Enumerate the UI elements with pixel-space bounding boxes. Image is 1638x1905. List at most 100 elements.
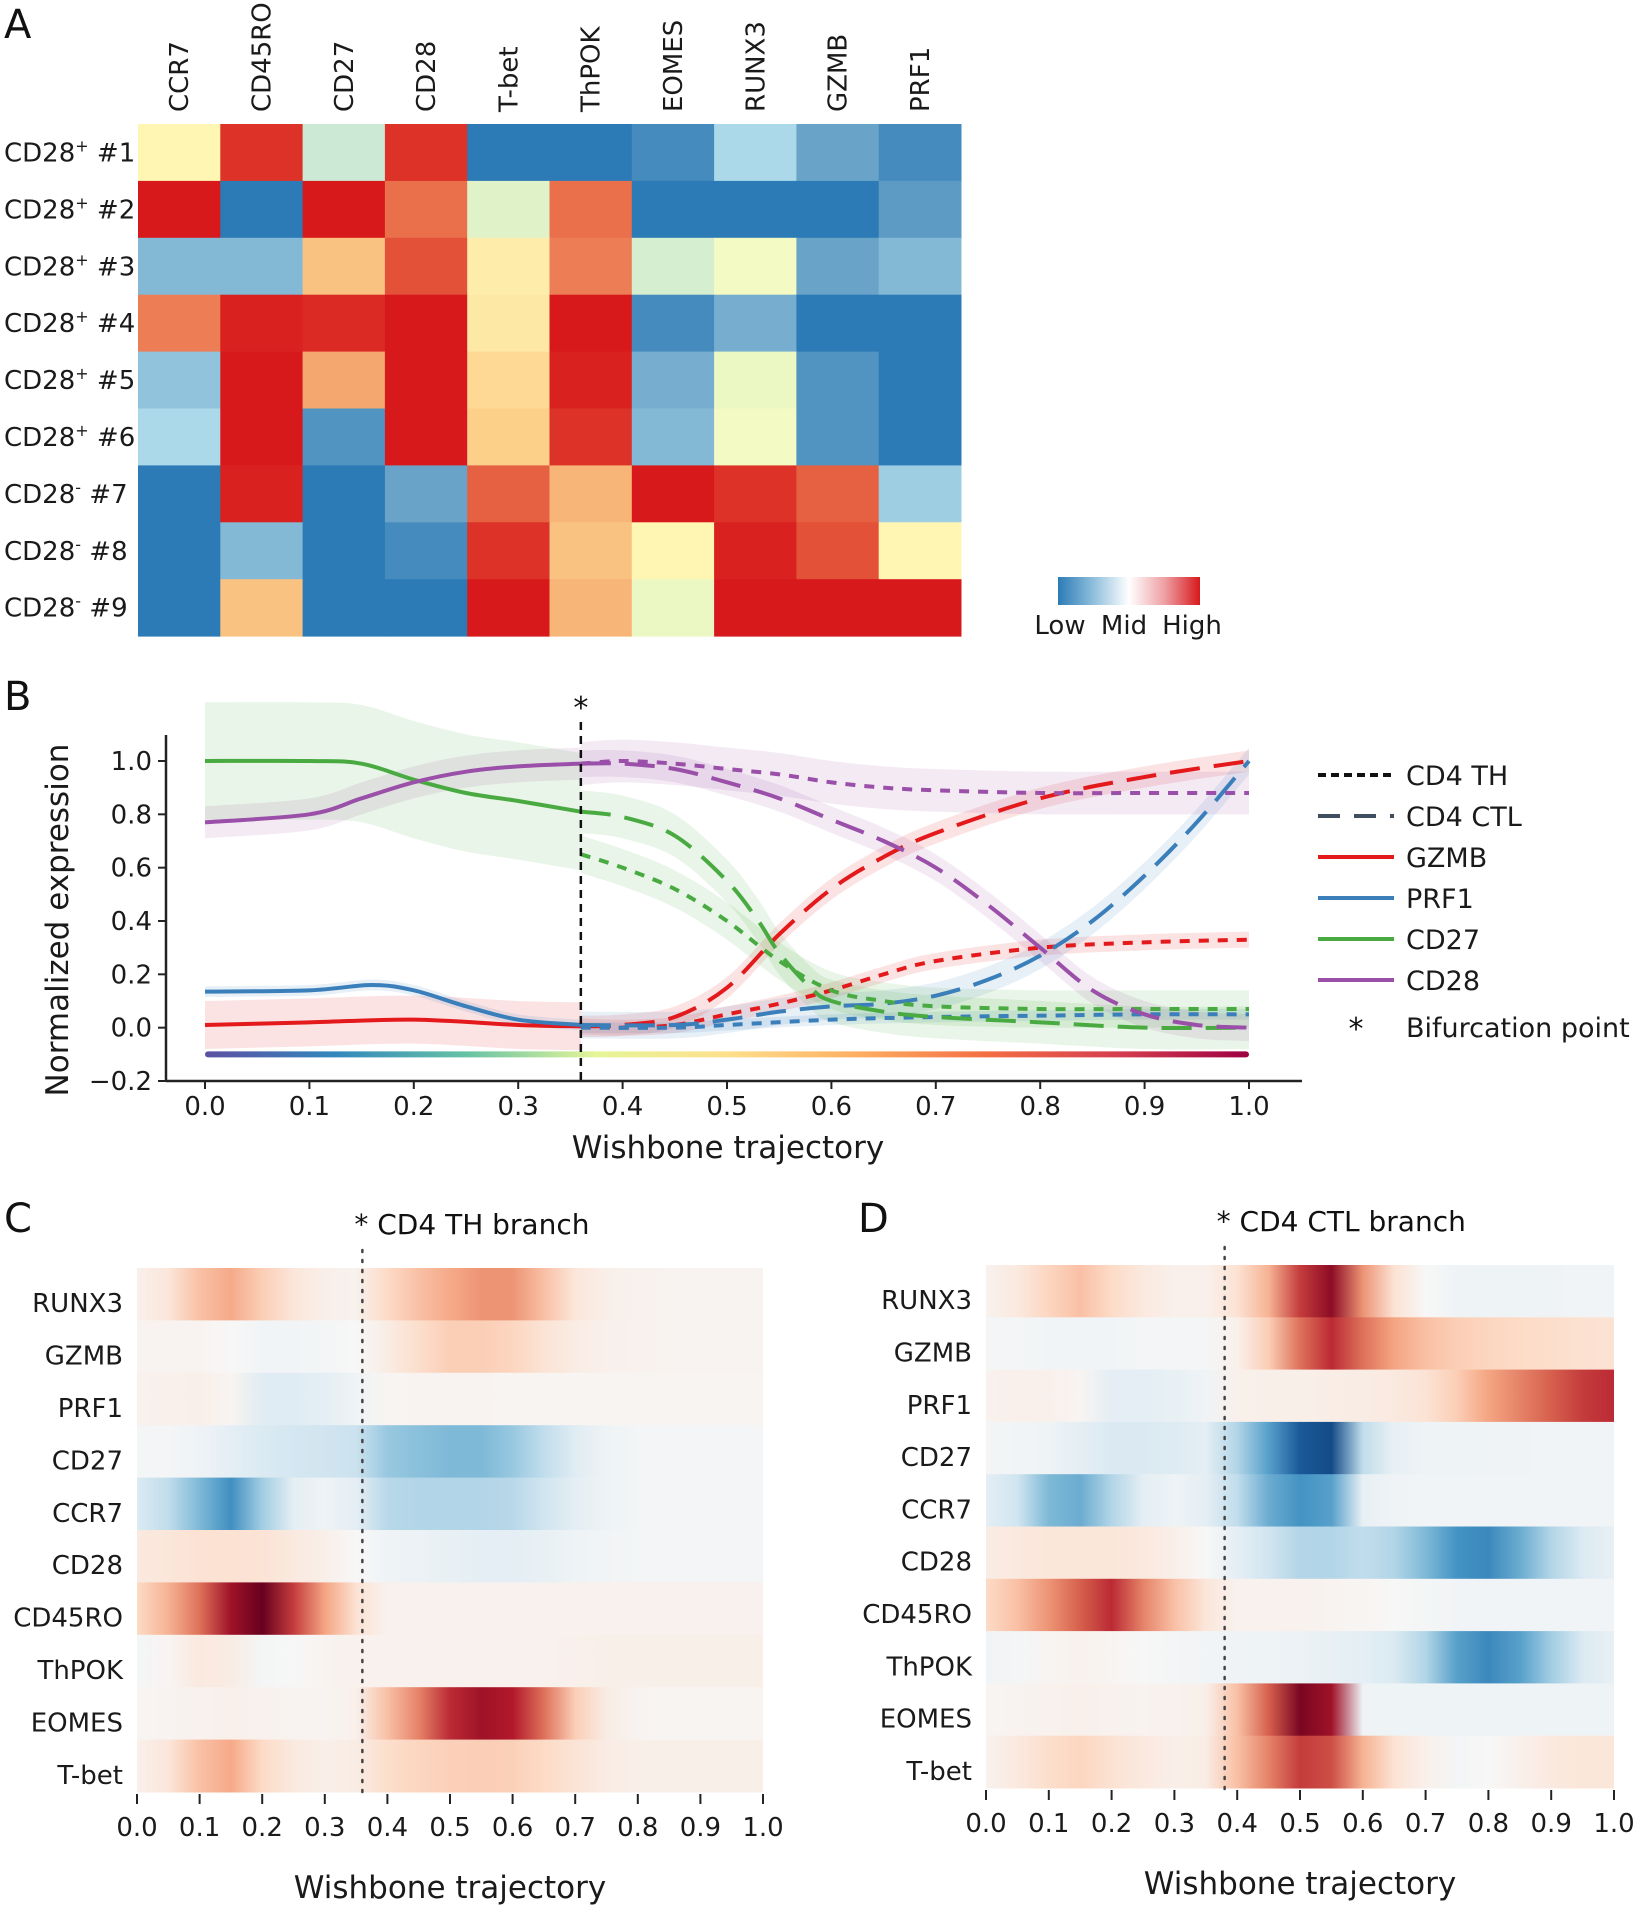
heatmap-cell bbox=[796, 180, 880, 239]
heatmap-cell bbox=[549, 351, 633, 409]
heatmap-row bbox=[986, 1421, 1614, 1475]
heatmap-cell bbox=[549, 465, 633, 523]
heatmap-cell bbox=[796, 294, 880, 353]
heatmap-cell bbox=[384, 465, 468, 523]
x-tick-label: 0.1 bbox=[179, 1813, 220, 1843]
heatmap-cell bbox=[631, 408, 715, 466]
heatmap-cell bbox=[138, 124, 221, 182]
heatmap-cell bbox=[384, 351, 468, 409]
legend-label: PRF1 bbox=[1406, 884, 1474, 915]
x-tick-label: 0.1 bbox=[289, 1092, 330, 1122]
series-line-prf1-common bbox=[204, 982, 582, 1027]
x-tick-label: 0.4 bbox=[367, 1813, 408, 1843]
heatmap-cell bbox=[220, 408, 304, 466]
heatmap-cell bbox=[714, 294, 797, 353]
row-label: CD28- #9 bbox=[4, 592, 128, 624]
series-line-cd27-common bbox=[204, 758, 582, 814]
heatmap-cell bbox=[138, 180, 221, 239]
heatmap-cell bbox=[549, 522, 633, 580]
x-tick-label: 0.8 bbox=[1468, 1809, 1509, 1839]
heatmap-cell bbox=[714, 408, 797, 466]
row-label: PRF1 bbox=[58, 1394, 123, 1424]
colorbar-label: Low bbox=[1034, 611, 1085, 641]
row-label: CD27 bbox=[901, 1443, 972, 1473]
y-tick-label: 1.0 bbox=[111, 747, 152, 777]
heatmap-cell bbox=[302, 522, 386, 580]
heatmap-row bbox=[986, 1631, 1614, 1684]
heatmap-cell bbox=[220, 522, 304, 580]
row-label: ThPOK bbox=[36, 1656, 124, 1686]
heatmap-cell bbox=[796, 522, 880, 580]
heatmap-cell bbox=[467, 124, 550, 182]
heatmap-cell bbox=[220, 237, 304, 296]
x-tick-label: 0.5 bbox=[706, 1092, 747, 1122]
series-line-cd28-ctl bbox=[580, 761, 1250, 1030]
x-tick-label: 0.7 bbox=[555, 1813, 596, 1843]
x-tick-label: 0.3 bbox=[304, 1813, 345, 1843]
legend-label: CD4 TH bbox=[1406, 761, 1508, 792]
heatmap-cell bbox=[302, 351, 386, 409]
heatmap-row bbox=[137, 1530, 763, 1583]
legend-label: Bifurcation point bbox=[1406, 1013, 1630, 1044]
confidence-band bbox=[205, 702, 581, 871]
heatmap-cell bbox=[220, 579, 304, 637]
series-line-gzmb-ctl bbox=[580, 759, 1250, 1029]
column-label: EOMES bbox=[659, 20, 689, 112]
row-label: CD28+ #5 bbox=[4, 364, 135, 396]
x-tick-label: 0.9 bbox=[680, 1813, 721, 1843]
heatmap-cell bbox=[384, 522, 468, 580]
x-tick-label: 0.2 bbox=[242, 1813, 283, 1843]
heatmap-cell bbox=[878, 237, 962, 296]
series-line-gzmb-th bbox=[580, 937, 1250, 1030]
legend-marker: * bbox=[1349, 1012, 1364, 1047]
heatmap-cell bbox=[384, 294, 468, 353]
heatmap-cell bbox=[796, 579, 880, 637]
heatmap-cell bbox=[549, 124, 633, 182]
x-tick-label: 0.2 bbox=[1091, 1809, 1132, 1839]
heatmap-cell bbox=[714, 237, 797, 296]
row-label: CCR7 bbox=[901, 1495, 972, 1525]
x-tick-label: 0.0 bbox=[965, 1809, 1006, 1839]
row-label: T-bet bbox=[56, 1761, 123, 1791]
heatmap-cell bbox=[631, 522, 715, 580]
x-tick-label: 1.0 bbox=[742, 1813, 783, 1843]
panel-label-c: C bbox=[4, 1196, 32, 1242]
heatmap-row bbox=[986, 1265, 1614, 1318]
panel-label-b: B bbox=[4, 674, 31, 720]
heatmap-cell bbox=[220, 124, 304, 182]
row-label: CD45RO bbox=[13, 1604, 123, 1634]
heatmap-cell bbox=[796, 351, 880, 409]
column-label: CD28 bbox=[412, 41, 442, 112]
heatmap-row bbox=[137, 1425, 763, 1479]
row-label: CD28 bbox=[52, 1551, 123, 1581]
row-label: CD45RO bbox=[862, 1600, 972, 1630]
heatmap-cell bbox=[384, 237, 468, 296]
panel-d-heatmap: RUNX3 GZMB PRF1 CD27 CCR7 CD28 CD45RO ThPOK EOME… bbox=[862, 1205, 1634, 1902]
panel-label-a: A bbox=[4, 2, 32, 48]
row-label: CD27 bbox=[52, 1446, 123, 1476]
heatmap-cell bbox=[220, 351, 304, 409]
heatmap-row bbox=[986, 1369, 1614, 1423]
heatmap-cell bbox=[631, 180, 715, 239]
heatmap-cell bbox=[714, 124, 797, 182]
heatmap-cell bbox=[467, 408, 550, 466]
row-label: GZMB bbox=[45, 1342, 123, 1372]
confidence-band bbox=[580, 747, 1249, 1039]
heatmap-cell bbox=[549, 579, 633, 637]
heatmap-cell bbox=[467, 579, 550, 637]
heatmap-cell bbox=[796, 408, 880, 466]
series-line-cd28-th bbox=[580, 758, 1249, 796]
heatmap-cell bbox=[878, 124, 962, 182]
heatmap-cell bbox=[631, 465, 715, 523]
row-label: GZMB bbox=[894, 1338, 972, 1368]
legend-label: CD27 bbox=[1406, 925, 1480, 956]
legend-label: CD28 bbox=[1406, 966, 1480, 997]
branch-title: * CD4 TH branch bbox=[354, 1208, 589, 1241]
heatmap-cell bbox=[138, 237, 221, 296]
heatmap-row bbox=[137, 1634, 763, 1688]
heatmap-cell bbox=[878, 351, 962, 409]
x-tick-label: 0.6 bbox=[811, 1092, 852, 1122]
heatmap-cell bbox=[467, 294, 550, 353]
heatmap-cell bbox=[138, 351, 221, 409]
heatmap-cell bbox=[384, 124, 468, 182]
